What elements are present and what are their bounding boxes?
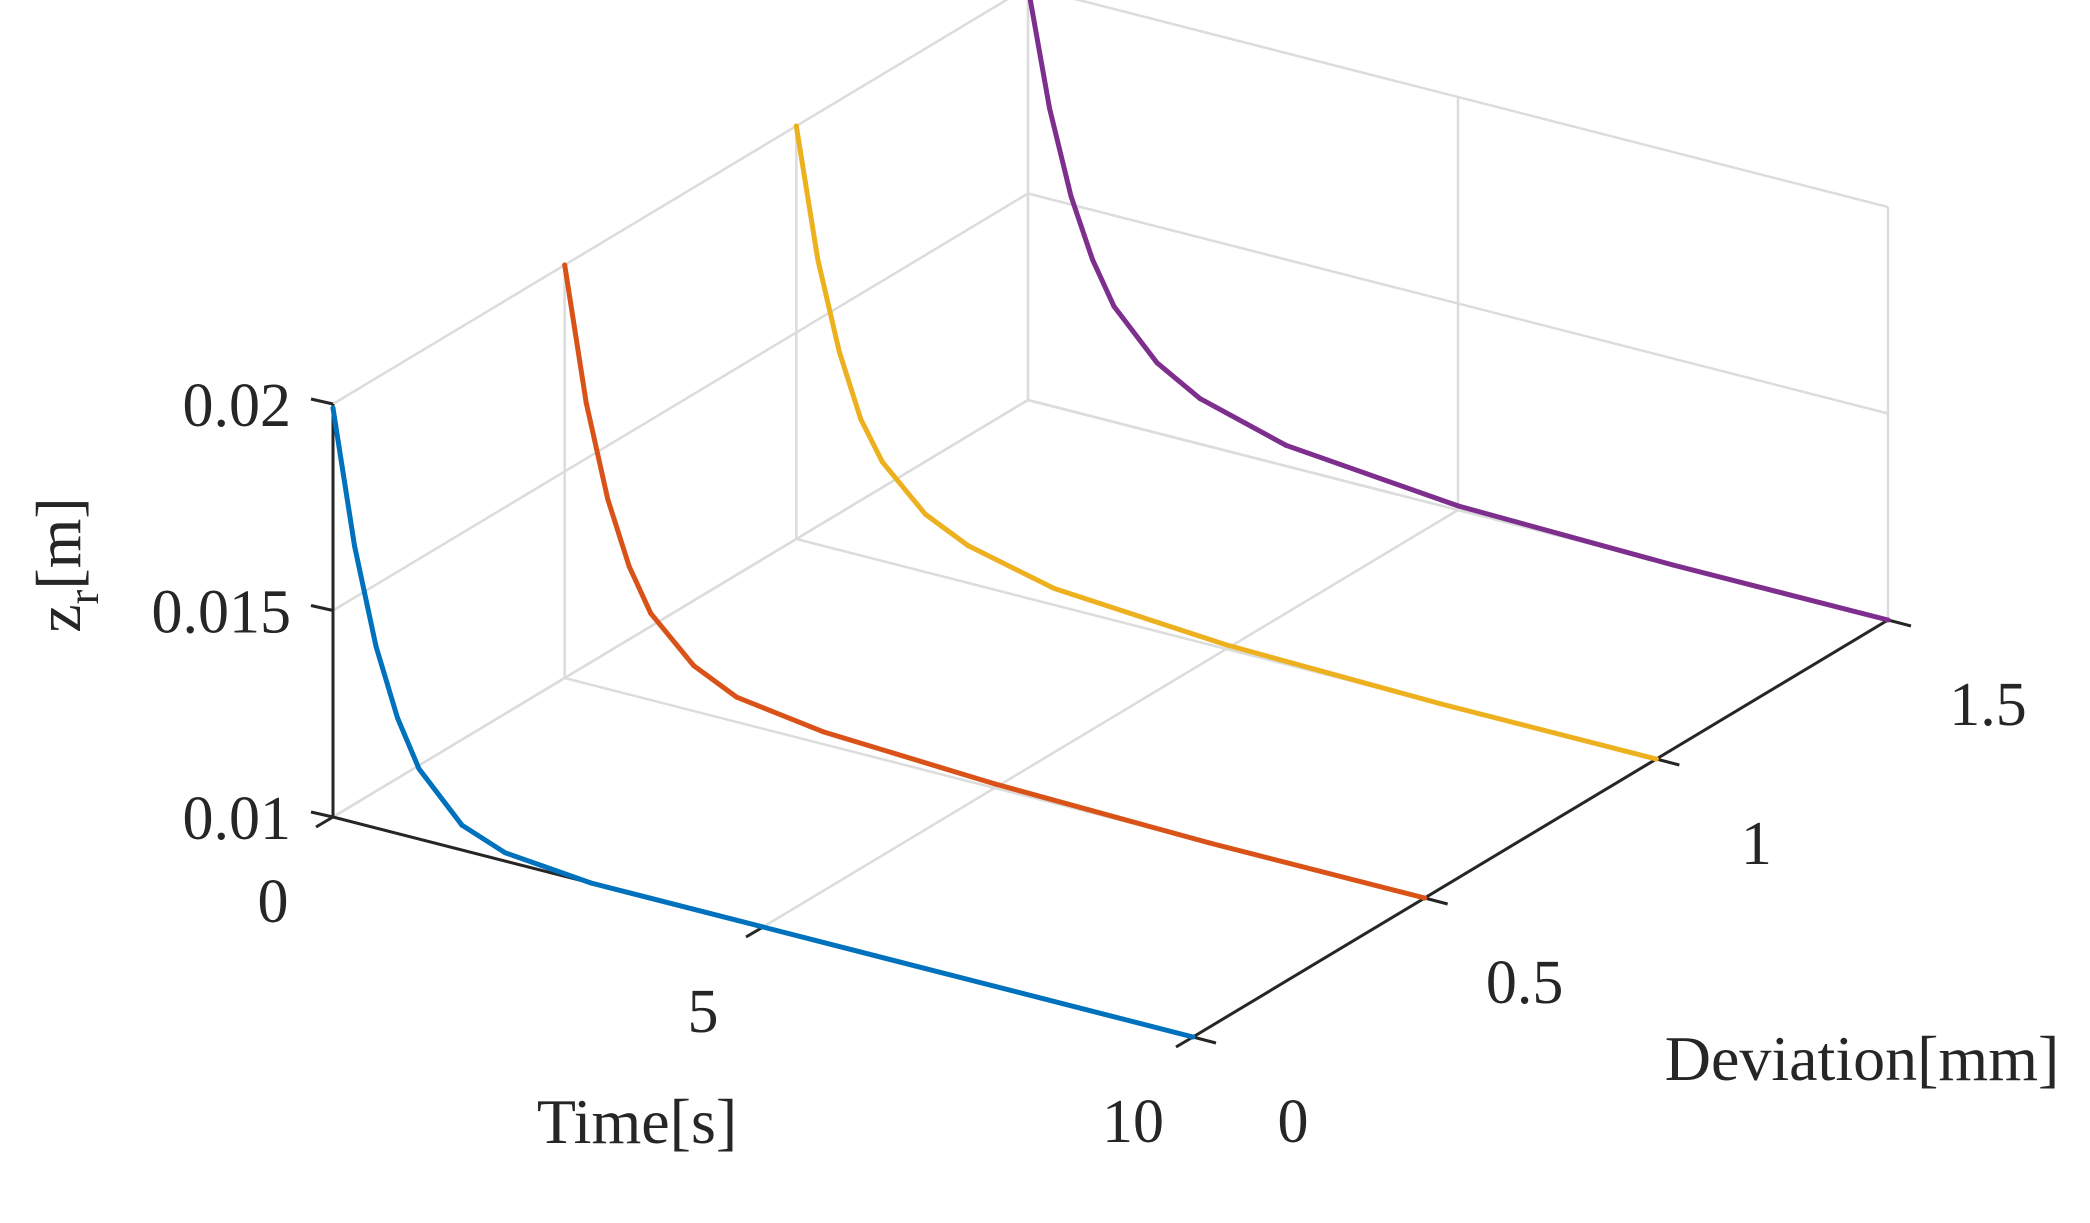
series-1-point-1 — [583, 400, 589, 406]
z-tick-mark-2 — [310, 397, 334, 406]
series-1-point-0 — [562, 262, 568, 268]
series-1-point-4 — [648, 610, 654, 616]
series-3-point-10 — [1885, 617, 1891, 623]
grid-layer — [331, 0, 1890, 1039]
series-0-point-6 — [502, 850, 508, 856]
series-2-point-10 — [1653, 756, 1659, 762]
z-axis-title-var: z — [23, 604, 94, 632]
series-1-point-8 — [992, 781, 998, 787]
x-tick-mark-0 — [315, 815, 334, 829]
y-axis-line — [1192, 618, 1889, 1039]
series-3-point-4 — [1111, 303, 1117, 309]
series-2-point-1 — [815, 257, 821, 263]
x-tick-label-0: 0 — [258, 868, 289, 936]
series-0-point-8 — [760, 924, 766, 930]
series-1-point-9 — [1207, 840, 1213, 846]
label-layer: Time[s] Deviation[mm] zr[m] 0 5 10 0 0.5 1 1.5… — [23, 372, 2059, 1157]
y-tick-mark-3 — [1887, 618, 1912, 628]
series-0-point-10 — [1190, 1034, 1196, 1040]
z-tick-label-2: 0.02 — [183, 372, 292, 440]
x-tick-label-1: 5 — [688, 978, 719, 1046]
back-wall-grid-z-2 — [332, 0, 1009, 406]
y-tick-label-1: 0.5 — [1486, 949, 1564, 1017]
series-3-point-7 — [1283, 442, 1289, 448]
series-2-point-0 — [793, 123, 799, 129]
back-wall-grid-z-1 — [332, 192, 1029, 612]
x-tick-label-2: 10 — [1102, 1088, 1164, 1156]
series-2-point-9 — [1438, 701, 1444, 707]
series-3-point-2 — [1068, 193, 1074, 199]
z-axis-title: zr[m] — [23, 497, 108, 632]
z-tick-label-1: 0.015 — [152, 579, 292, 647]
series-1-point-2 — [605, 496, 611, 502]
axis-layer — [310, 397, 1912, 1049]
y-tick-mark-0 — [1192, 1035, 1217, 1045]
series-1-point-5 — [691, 663, 697, 669]
series-3-point-3 — [1090, 257, 1095, 263]
y-tick-mark-1 — [1424, 896, 1449, 906]
z-tick-mark-0 — [310, 810, 334, 819]
series-0-point-5 — [459, 822, 465, 828]
series-3-point-1 — [1047, 105, 1052, 111]
series-3-point-9 — [1670, 562, 1676, 568]
z-axis-title-unit: [m] — [23, 497, 94, 589]
series-line-2 — [793, 123, 1659, 762]
side-wall-grid-z-2 — [1073, 0, 1889, 209]
z-tick-mark-1 — [310, 604, 334, 612]
series-3-point-8 — [1455, 503, 1461, 509]
y-tick-label-0: 0 — [1278, 1088, 1309, 1156]
series-line-1 — [562, 262, 1428, 901]
series-3-point-6 — [1197, 396, 1203, 402]
series-1-point-10 — [1422, 895, 1428, 901]
series-2-point-2 — [836, 349, 842, 355]
side-wall-grid-z-1 — [1027, 192, 1889, 415]
series-2-point-4 — [879, 459, 885, 465]
x-axis-title: Time[s] — [537, 1086, 737, 1157]
floor-grid-x-1 — [762, 508, 1459, 929]
y-axis-title: Deviation[mm] — [1665, 1023, 2060, 1094]
y-tick-mark-2 — [1655, 757, 1680, 767]
series-1-point-7 — [820, 729, 826, 735]
series-line-0 — [330, 405, 1196, 1040]
series-1-point-6 — [734, 694, 740, 700]
back-wall-grid-z-0 — [332, 398, 1029, 819]
series-1-point-3 — [626, 563, 632, 569]
series-0-point-2 — [373, 643, 379, 649]
y-tick-label-3: 1.5 — [1949, 671, 2027, 739]
series-0-point-1 — [352, 543, 357, 549]
series-2-point-6 — [965, 543, 971, 549]
series-layer — [330, 0, 1891, 1040]
series-2-point-7 — [1051, 585, 1057, 591]
z-axis-title-subscript: r — [59, 589, 108, 604]
series-2-point-5 — [922, 511, 928, 517]
z-axis-title-group: zr[m] — [23, 497, 108, 632]
series-0-point-0 — [330, 405, 336, 411]
series-0-point-9 — [975, 979, 981, 985]
series-2-point-8 — [1223, 642, 1229, 648]
series-0-point-3 — [395, 715, 400, 721]
series-0-point-7 — [588, 880, 594, 886]
z-tick-label-0: 0.01 — [183, 785, 292, 853]
series-2-point-3 — [858, 416, 864, 422]
y-tick-label-2: 1 — [1741, 810, 1772, 878]
series-0-point-4 — [416, 766, 422, 772]
series-3-point-5 — [1154, 360, 1160, 366]
